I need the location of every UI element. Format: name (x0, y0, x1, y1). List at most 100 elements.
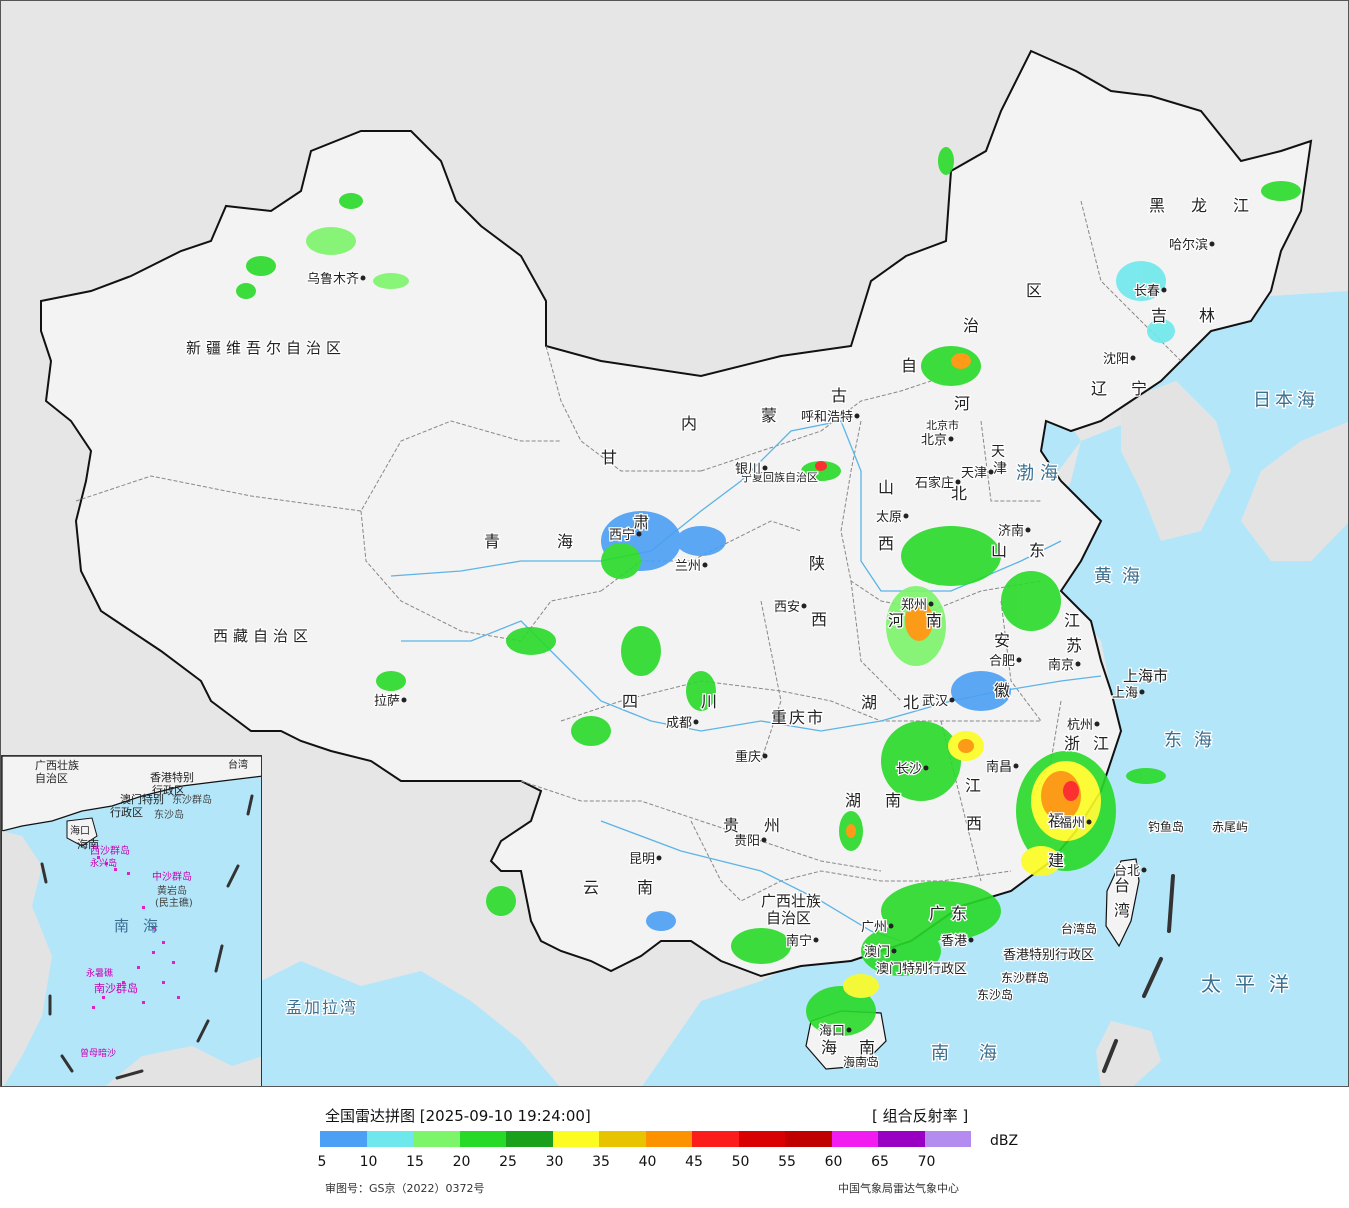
province-label: 津 (993, 461, 1007, 477)
scale-tick: 15 (406, 1154, 424, 1170)
province-label: 山 (878, 478, 894, 497)
province-label: 北 (951, 484, 967, 503)
city-label: 福州 (1059, 816, 1085, 831)
radar-map: 新疆维吾尔自治区 西藏自治区青海甘肃内蒙古自治区黑龙江吉林辽宁河北山西山东陕西河南… (0, 0, 1349, 1087)
province-label: 陕 (809, 554, 825, 573)
city-label: 南京 (1048, 657, 1074, 673)
inset-label: 黄岩岛 (157, 884, 187, 897)
province-label: 湖 (861, 693, 877, 712)
province-label: 四 (622, 692, 638, 711)
inset-label: 东沙群岛 (172, 793, 212, 806)
province-label: 安 (994, 631, 1010, 650)
color-swatch (506, 1131, 553, 1147)
china-outline (40, 49, 1313, 978)
province-label: 海 (821, 1038, 837, 1057)
city-marker (1016, 657, 1022, 663)
province-label: 林 (1199, 306, 1215, 325)
province-label: 新疆维吾尔自治区 (186, 339, 346, 357)
city-marker (1209, 241, 1215, 247)
scale-tick: 40 (638, 1154, 657, 1170)
city-marker (988, 469, 994, 475)
city-marker (813, 937, 819, 943)
scale-tick: 45 (685, 1154, 703, 1170)
city-marker (1161, 287, 1167, 293)
color-swatch (878, 1131, 925, 1147)
city-label: 成都 (666, 716, 692, 731)
city-marker (1139, 689, 1145, 695)
province-label: 南 (926, 611, 942, 630)
city-label: 贵阳 (734, 834, 760, 849)
province-label: 内 (681, 414, 697, 433)
province-label: 青 (484, 532, 500, 551)
city-marker (636, 531, 642, 537)
province-label: 江 (1064, 611, 1080, 630)
city-label: 长沙 (896, 762, 922, 777)
province-label: 河 (888, 611, 904, 630)
province-label: 湾 (1114, 901, 1130, 920)
city-label: 香港 (941, 934, 967, 949)
sea-label: 孟加拉湾 (286, 998, 358, 1017)
inset-label: 中沙群岛 (152, 870, 192, 883)
sea-label: 南海 (931, 1043, 1027, 1064)
city-marker (1130, 355, 1136, 361)
philippines-land (1096, 1021, 1161, 1086)
province-label: 湖 (845, 791, 861, 810)
color-swatch (645, 1131, 692, 1147)
color-swatch (320, 1131, 367, 1147)
city-label: 兰州 (675, 559, 701, 574)
province-label: 东 (951, 904, 967, 923)
city-label: 沈阳 (1103, 352, 1129, 367)
city-label: 济南 (998, 523, 1024, 539)
japan-land (1241, 421, 1348, 561)
inset-label: 行政区 (152, 783, 185, 797)
province-label: 治 (963, 316, 979, 335)
review-number: 审图号：GS京（2022）0372号 (325, 1182, 485, 1195)
city-label: 广州 (861, 920, 887, 935)
province-label: 香港特别行政区 (1003, 948, 1094, 963)
province-label: 云 (583, 878, 599, 897)
color-swatch (738, 1131, 785, 1147)
city-marker (761, 837, 767, 843)
color-swatch (413, 1131, 460, 1147)
scale-tick: 25 (499, 1154, 517, 1170)
city-label: 海口 (819, 1024, 845, 1039)
inset-dashes (40, 794, 254, 1080)
city-marker (762, 465, 768, 471)
inset-label: 永暑礁 (86, 967, 113, 979)
province-label: 北 (903, 693, 919, 712)
city-marker (891, 948, 897, 954)
city-label: 郑州 (901, 598, 927, 613)
ocean-bay-of-bengal (261, 961, 560, 1086)
city-marker (968, 937, 974, 943)
city-marker (656, 855, 662, 861)
inset-label: 海口 (70, 824, 90, 837)
legend-panel: 全国雷达拼图 [2025-09-10 19:24:00] [ 组合反射率 ] d… (0, 1087, 1349, 1208)
inset-label: 香港特别 (150, 770, 194, 784)
city-label: 长春 (1134, 284, 1160, 299)
inset-borneo (105, 1046, 261, 1086)
city-label: 拉萨 (374, 694, 400, 709)
province-label: 西藏自治区 (213, 627, 313, 645)
color-swatch (552, 1131, 599, 1147)
sea-label: 黄海 (1094, 566, 1150, 587)
province-label: 建 (1048, 851, 1064, 870)
island-label: 东沙群岛 (1001, 970, 1049, 985)
city-marker (948, 436, 954, 442)
island-label: 海南岛 (843, 1054, 879, 1069)
province-label: 甘 (601, 448, 617, 467)
inset-canvas: 广西壮族 自治区 香港特别 行政区 澳门特别 行政区 东沙群岛 东沙岛 海口 海… (2, 756, 261, 1086)
province-label: 广西壮族 (761, 892, 821, 910)
inset-label: 海南 (77, 837, 99, 851)
color-swatch (692, 1131, 739, 1147)
city-label: 银川 (735, 462, 761, 477)
province-label: 上海市 (1123, 667, 1168, 685)
province-label: 台 (1114, 876, 1130, 895)
inset-label: 东沙岛 (154, 808, 184, 821)
maritime-boundary (1102, 874, 1175, 1073)
province-label: 广 (929, 904, 945, 923)
province-label: 自治区 (766, 909, 811, 927)
taiwan-island (1105, 858, 1140, 948)
city-label: 南宁 (786, 933, 812, 949)
city-marker (1094, 721, 1100, 727)
city-label: 哈尔滨 (1169, 237, 1208, 253)
